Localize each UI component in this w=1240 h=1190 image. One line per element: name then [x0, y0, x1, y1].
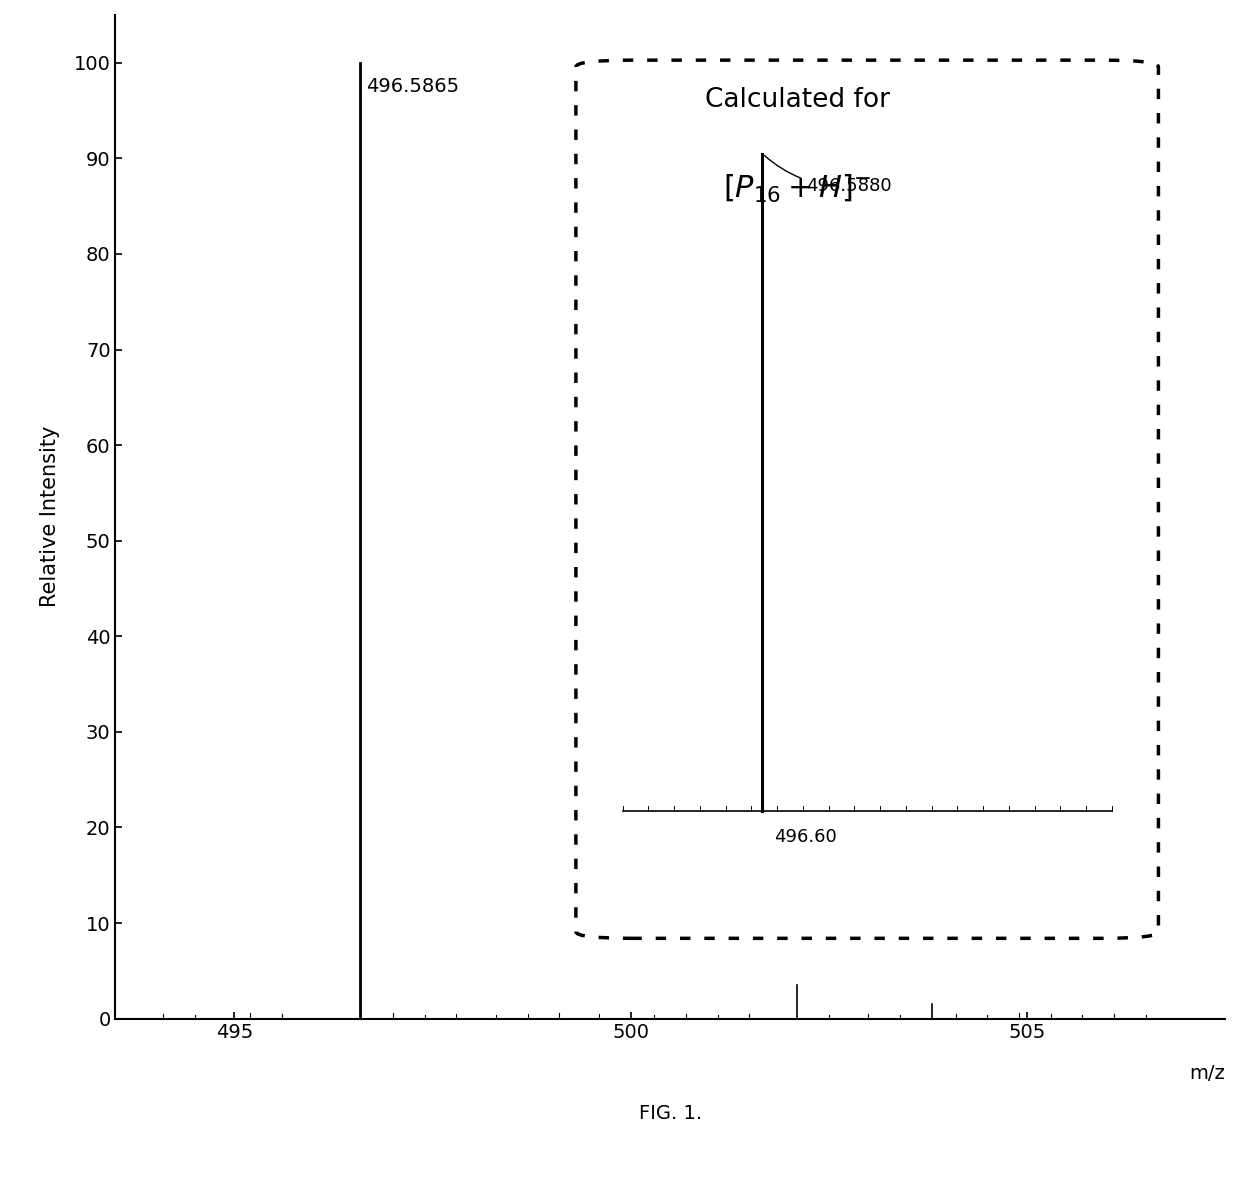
Text: 496.5865: 496.5865 [366, 77, 460, 96]
Text: 496.5880: 496.5880 [764, 156, 892, 195]
Y-axis label: Relative Intensity: Relative Intensity [40, 426, 60, 607]
Text: FIG. 1.: FIG. 1. [639, 1104, 702, 1123]
Text: $[P_{16}+H]^{-}$: $[P_{16}+H]^{-}$ [723, 173, 872, 205]
Text: m/z: m/z [1189, 1064, 1225, 1083]
Text: 496.60: 496.60 [775, 828, 837, 846]
Text: Calculated for: Calculated for [704, 87, 890, 113]
